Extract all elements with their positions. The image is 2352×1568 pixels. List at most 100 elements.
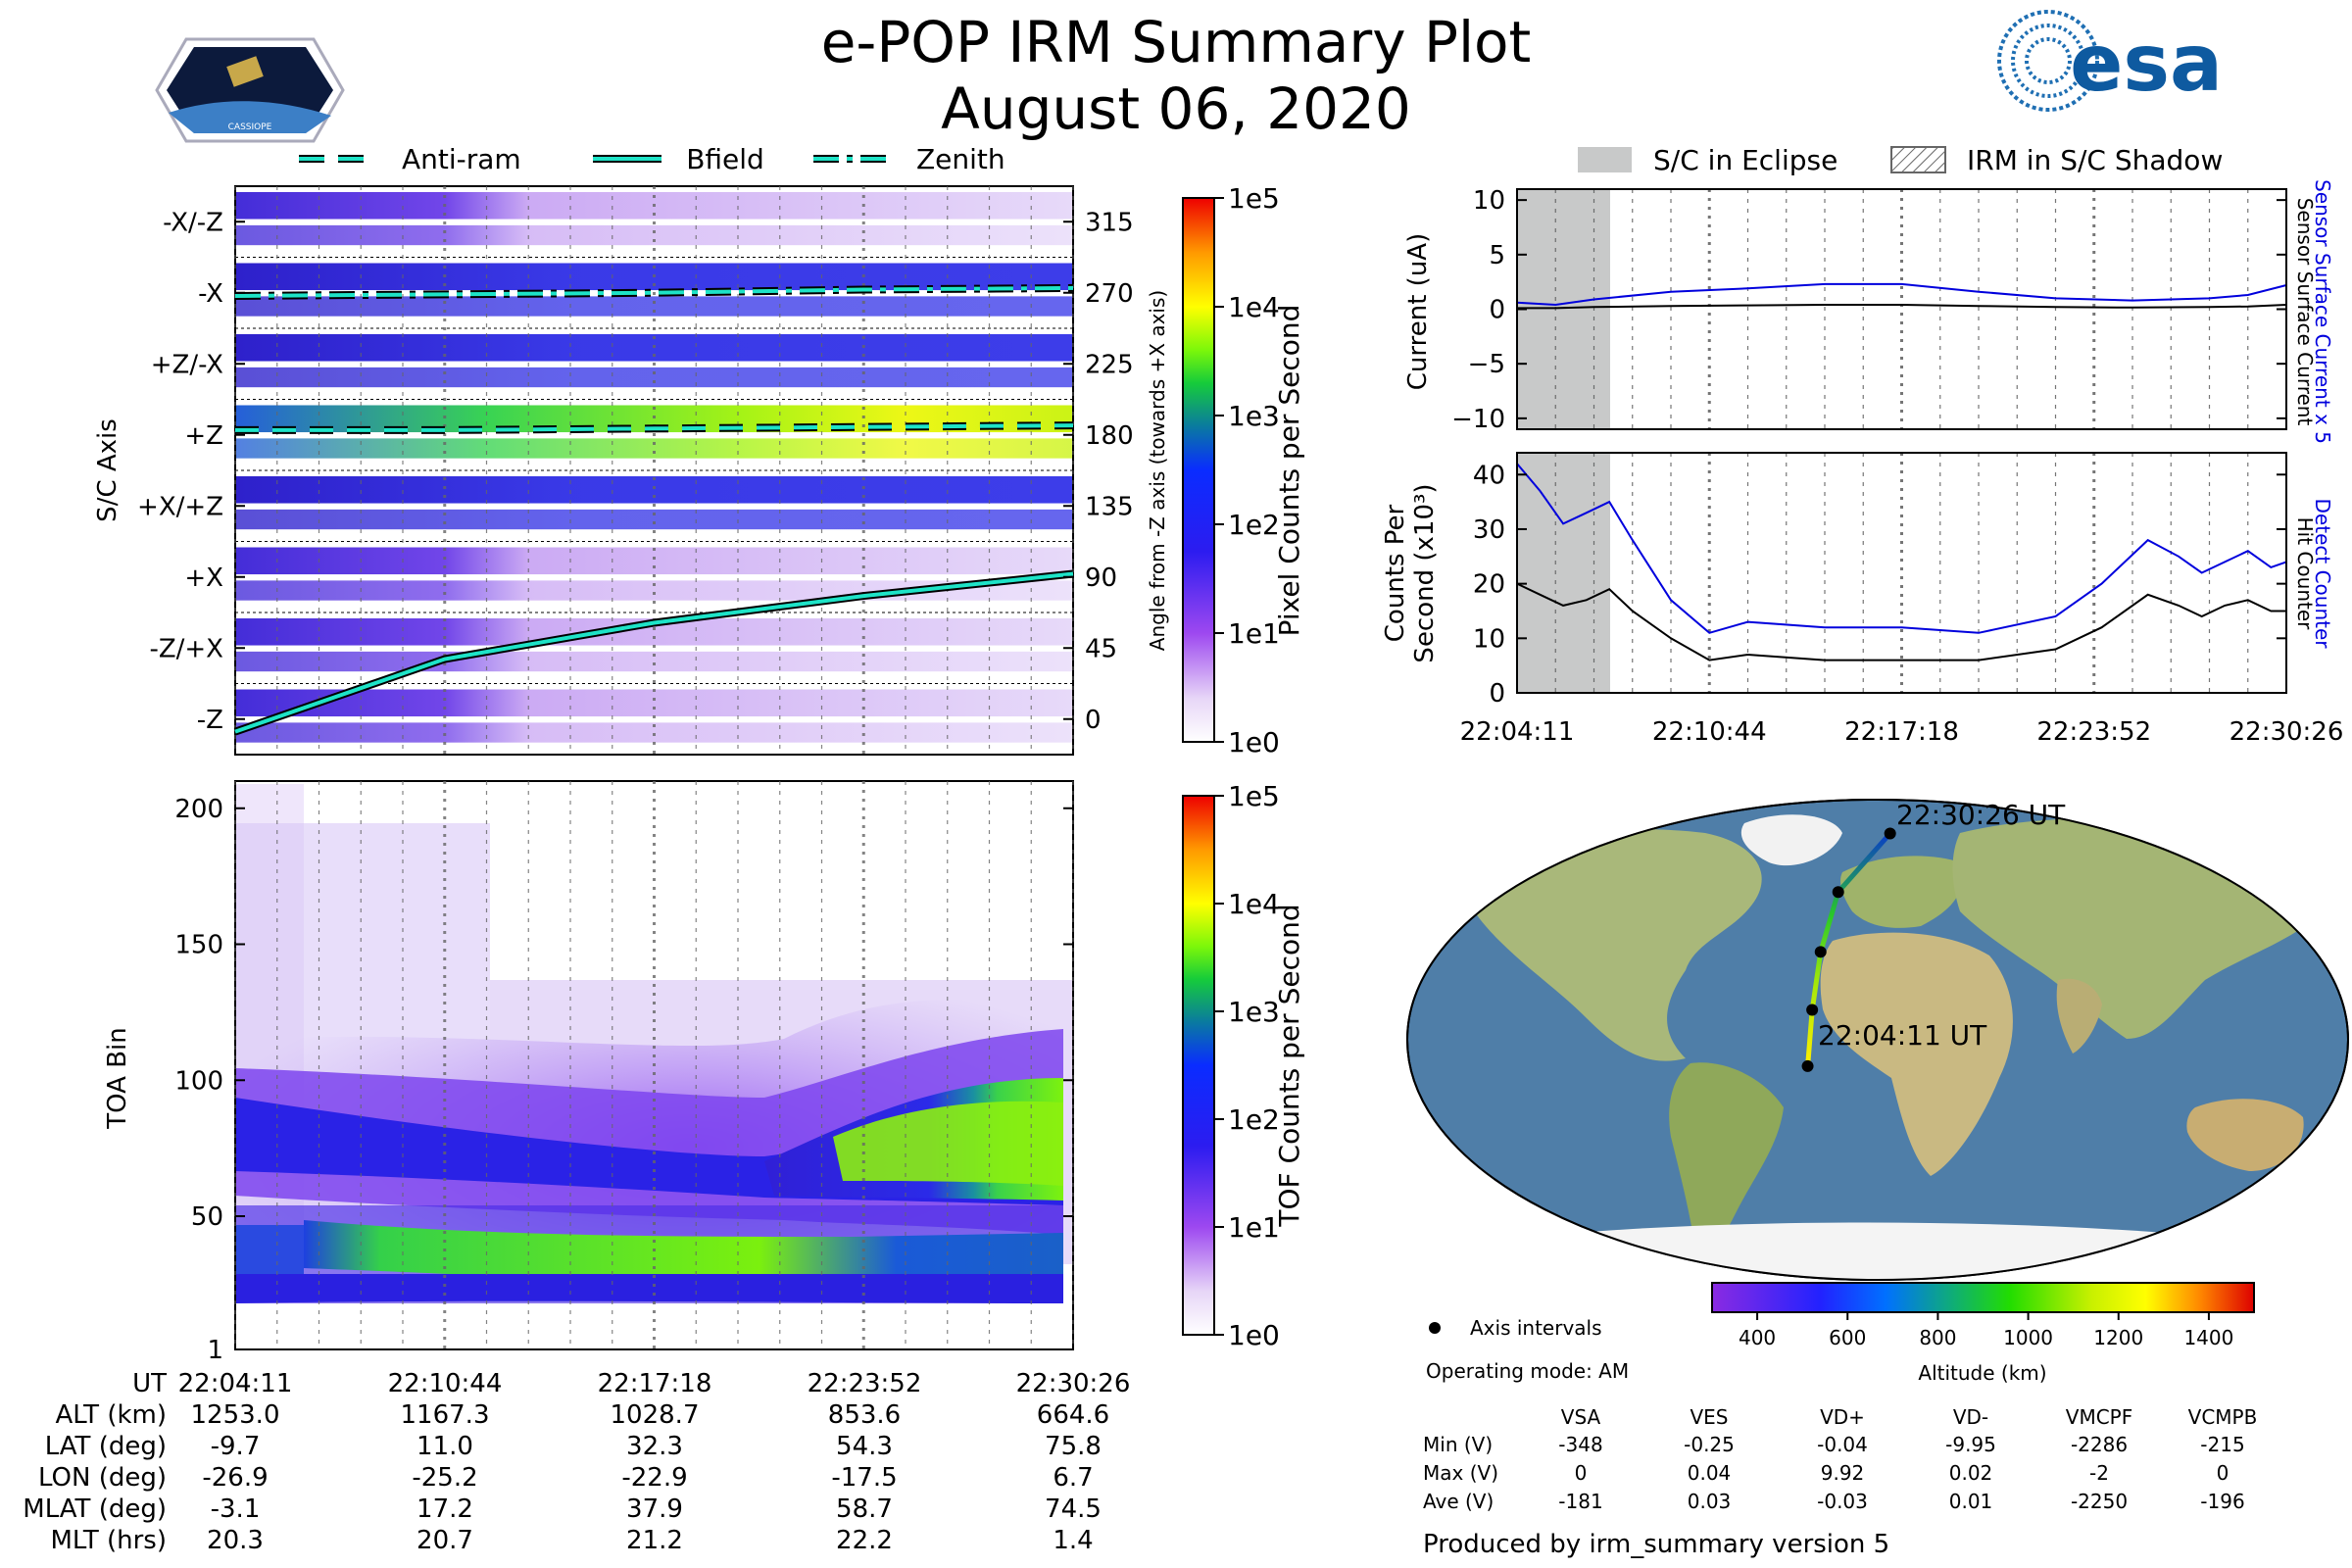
voltage-value: -0.25 <box>1684 1433 1735 1456</box>
ytick-label: 0 <box>1489 296 1505 325</box>
ephemeris-value: 37.9 <box>626 1494 683 1524</box>
eclipse-region <box>1517 189 1610 429</box>
pixel-rtick-label: 45 <box>1085 634 1117 663</box>
current-plot: 10 5 0 −5 −10 Current (uA) Sensor Surface Cu… <box>1403 179 2334 444</box>
altitude-tick-label: 1000 <box>2003 1326 2053 1349</box>
colorbar-tick-label: 1e4 <box>1228 291 1280 323</box>
pixel-ytick-label: -X <box>198 279 223 309</box>
line-sensor-surface-current-x-5 <box>1516 282 2287 307</box>
pixel-ytick-label: -Z/+X <box>149 634 223 663</box>
voltage-value: 0.03 <box>1687 1490 1732 1513</box>
voltage-value: -2 <box>2089 1461 2109 1485</box>
pixel-line-anti-ram <box>235 423 1074 432</box>
ephemeris-value: 1167.3 <box>400 1400 490 1430</box>
ephemeris-value: 17.2 <box>416 1494 473 1524</box>
ephemeris-label: UT <box>132 1369 167 1398</box>
pixel-rtick-label: 180 <box>1085 421 1134 451</box>
ephemeris-row: LAT (deg) -9.7 11.0 32.3 54.3 75.8 <box>0 1431 1147 1462</box>
voltage-row: Ave (V) -181 0.03 -0.03 0.01 -2250 -196 <box>0 1488 2352 1515</box>
colorbar-tick-label: 1e5 <box>1228 780 1280 812</box>
counts-xtick-label: 22:23:52 <box>2036 717 2151 747</box>
esa-logo-text: esa <box>2070 18 2223 109</box>
colorbar-tick-label: 1e1 <box>1228 1211 1280 1244</box>
voltage-value: -2250 <box>2070 1490 2129 1513</box>
voltage-value: -348 <box>1558 1433 1603 1456</box>
track-end-label: 22:30:26 UT <box>1896 799 2066 831</box>
track-point <box>1884 827 1896 840</box>
pixel-ytick-label: +X <box>184 564 223 593</box>
ytick-label: −5 <box>1468 350 1505 379</box>
pixel-rtick-label: 315 <box>1085 208 1134 237</box>
pixel-line-bfield <box>234 571 1074 734</box>
ephemeris-value: 1028.7 <box>610 1400 700 1430</box>
current-right-label-1: Sensor Surface Current x 5 <box>2311 179 2334 444</box>
pixel-right-label: Angle from -Z axis (towards +X axis) <box>1146 290 1169 651</box>
altitude-tick-label: 1200 <box>2093 1326 2143 1349</box>
pixel-rtick-label: 135 <box>1085 492 1134 521</box>
tof-colorbar-label: TOF Counts per Second <box>1273 904 1305 1227</box>
voltage-value: -196 <box>2200 1490 2245 1513</box>
ytick-label: 30 <box>1473 515 1505 545</box>
page-date: August 06, 2020 <box>941 75 1411 142</box>
voltage-value: -0.04 <box>1817 1433 1868 1456</box>
ephemeris-value: 1253.0 <box>190 1400 280 1430</box>
ephemeris-value: -17.5 <box>831 1463 898 1493</box>
voltage-header-row: VSA VES VD+ VD- VMCPF VCMPB <box>0 1403 2352 1431</box>
ytick-label: 20 <box>1473 570 1505 600</box>
counts-xtick-label: 22:10:44 <box>1652 717 1767 747</box>
pixel-ytick-label: +Z <box>184 421 223 451</box>
counts-ylabel-2: Second (x10³) <box>1410 483 1440 662</box>
legend-shadow-swatch <box>1890 146 1946 173</box>
track-point <box>1806 1004 1819 1016</box>
legend-eclipse: S/C in Eclipse <box>1653 144 1838 176</box>
ephemeris-label: LON (deg) <box>37 1463 167 1493</box>
ephemeris-value: -3.1 <box>210 1494 261 1524</box>
ephemeris-value: 11.0 <box>416 1432 473 1461</box>
altitude-colorbar: 400 600 800 1000 1200 1400 Altitude (km) <box>1711 1282 2255 1385</box>
cassiope-logo: CASSIOPE <box>155 37 345 143</box>
altitude-tick-label: 800 <box>1919 1326 1956 1349</box>
ephemeris-value: 22:17:18 <box>597 1369 712 1398</box>
ephemeris-value: 853.6 <box>827 1400 902 1430</box>
ground-track-map: 22:04:11 UT 22:30:26 UT <box>1406 799 2349 1281</box>
counts-xtick-label: 22:30:26 <box>2230 717 2344 747</box>
tof-ytick-label: 1 <box>207 1336 223 1365</box>
pixel-spectrogram: -X/-Z -X +Z/-X +Z +X/+Z +X -Z/+X -Z 315 270 225 18… <box>93 185 1169 756</box>
voltage-value: -0.03 <box>1817 1490 1868 1513</box>
pixel-band-lower-7 <box>235 722 1073 743</box>
pixel-ytick-label: -X/-Z <box>163 208 223 237</box>
ytick-label: 10 <box>1473 186 1505 216</box>
operating-mode: Operating mode: AM <box>1426 1359 1629 1383</box>
voltage-header: VES <box>1690 1405 1729 1429</box>
ephemeris-value: 22:23:52 <box>807 1369 922 1398</box>
voltage-value: -181 <box>1558 1490 1603 1513</box>
ephemeris-value: 22:30:26 <box>1015 1369 1131 1398</box>
pixel-band-7 <box>235 689 1073 717</box>
voltage-value: 0 <box>2216 1461 2230 1485</box>
pixel-band-4 <box>235 476 1073 504</box>
colorbar-tick-label: 1e3 <box>1228 400 1280 432</box>
legend-top-right: S/C in Eclipse IRM in S/C Shadow <box>1578 144 2223 176</box>
ephemeris-row: MLT (hrs) 20.3 20.7 21.2 22.2 1.4 <box>0 1525 1147 1556</box>
colorbar-tick-label: 1e4 <box>1228 888 1280 920</box>
tof-ylabel: TOA Bin <box>103 1027 132 1129</box>
voltage-row: Max (V) 0 0.04 9.92 0.02 -2 0 <box>0 1459 2352 1487</box>
colorbar-tick-label: 1e2 <box>1228 1103 1280 1136</box>
voltage-row: Min (V) -348 -0.25 -0.04 -9.95 -2286 -215 <box>0 1431 2352 1458</box>
produced-by: Produced by irm_summary version 5 <box>1423 1530 1889 1559</box>
ephemeris-value: -9.7 <box>210 1432 261 1461</box>
voltage-header: VSA <box>1560 1405 1601 1429</box>
pixel-band-5 <box>235 547 1073 575</box>
voltage-row-label: Ave (V) <box>1423 1490 1494 1513</box>
voltage-row-label: Min (V) <box>1423 1433 1494 1456</box>
track-point <box>1814 946 1827 958</box>
voltage-value: -2286 <box>2070 1433 2129 1456</box>
voltage-value: -215 <box>2200 1433 2245 1456</box>
voltage-value: 9.92 <box>1820 1461 1865 1485</box>
legend-anti-ram: Anti-ram <box>402 143 521 175</box>
ephemeris-value: -26.9 <box>202 1463 269 1493</box>
pixel-ytick-label: +Z/-X <box>151 350 223 379</box>
current-right-label-2: Sensor Surface Current <box>2293 198 2317 426</box>
ephemeris-value: 22.2 <box>836 1526 893 1555</box>
